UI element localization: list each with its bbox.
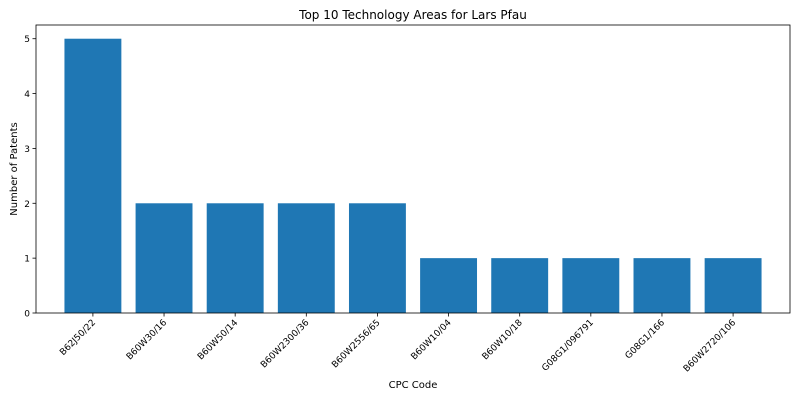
y-tick-label: 2 — [24, 200, 30, 210]
x-tick-label: B60W50/14 — [196, 318, 240, 362]
y-tick-label: 1 — [24, 255, 30, 265]
x-tick-label: B60W10/18 — [481, 318, 525, 362]
bar-3 — [278, 203, 335, 313]
y-tick-label: 5 — [24, 35, 30, 45]
bar-7 — [562, 258, 619, 313]
bar-9 — [705, 258, 762, 313]
y-tick-label: 4 — [24, 90, 30, 100]
x-axis-label: CPC Code — [389, 380, 438, 391]
chart-title: Top 10 Technology Areas for Lars Pfau — [298, 8, 527, 22]
bar-2 — [207, 203, 264, 313]
x-tick-label: G08G1/096791 — [540, 318, 596, 374]
bar-5 — [420, 258, 477, 313]
bar-8 — [634, 258, 691, 313]
x-tick-label: B62J50/22 — [58, 318, 98, 358]
y-tick-label: 0 — [24, 310, 30, 320]
bars-group — [64, 39, 761, 313]
x-tick-label: B60W2720/106 — [682, 318, 739, 375]
bar-6 — [491, 258, 548, 313]
x-tick-label: B60W2556/65 — [330, 318, 382, 370]
bar-0 — [64, 39, 121, 313]
y-tick-label: 3 — [24, 145, 30, 155]
x-tick-label: B60W30/16 — [125, 318, 169, 362]
bar-1 — [136, 203, 193, 313]
bar-4 — [349, 203, 406, 313]
axes-group: 0 1 2 3 4 5 B62J50/22 B60W30/16 B60W50/14 B60W230… — [24, 25, 790, 374]
x-tick-label: B60W2300/36 — [259, 318, 311, 370]
x-tick-label: G08G1/166 — [624, 318, 668, 362]
y-axis-label: Number of Patents — [9, 122, 20, 215]
x-tick-label: B60W10/04 — [410, 318, 454, 362]
